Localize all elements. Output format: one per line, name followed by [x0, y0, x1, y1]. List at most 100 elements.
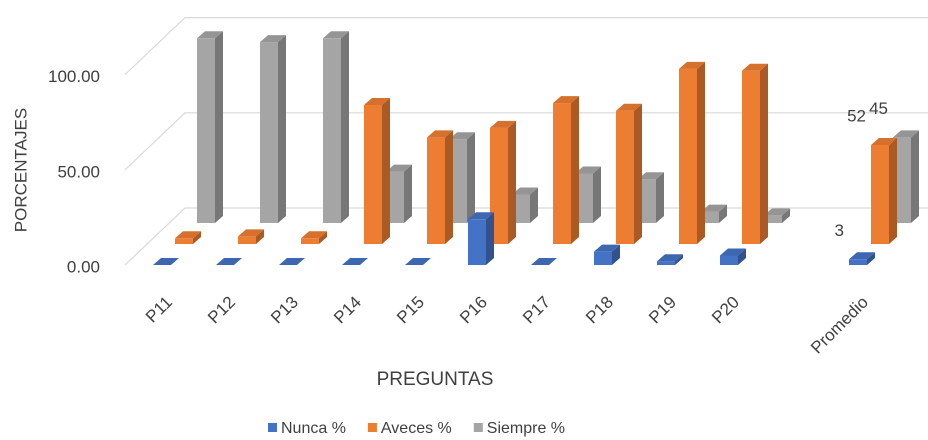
bar	[153, 258, 179, 265]
bar-top	[386, 164, 412, 172]
x-tick-label: P13	[267, 293, 302, 328]
x-tick-label: P19	[645, 293, 680, 328]
bar-front	[720, 255, 738, 265]
bar-side	[256, 229, 264, 244]
bar-top	[531, 258, 557, 265]
grid-line	[124, 17, 928, 76]
bar	[638, 172, 664, 223]
bar-top	[764, 208, 790, 216]
bar-top	[893, 130, 919, 138]
bar	[764, 208, 790, 223]
bar-top	[260, 35, 286, 43]
data-label: 3	[835, 221, 844, 240]
bar-top	[575, 166, 601, 174]
legend-label: Siempre %	[487, 420, 565, 437]
bar-top	[279, 258, 305, 265]
bar-top	[175, 231, 201, 239]
bar	[323, 31, 349, 224]
bar	[657, 254, 683, 265]
bar-front	[386, 171, 404, 223]
bar-front	[260, 42, 278, 224]
bar-top	[153, 258, 179, 265]
bar-side	[697, 61, 705, 244]
bar-side	[612, 244, 620, 265]
bar-front	[301, 238, 319, 244]
x-tick-label: P17	[519, 293, 554, 328]
data-label: 45	[869, 99, 888, 118]
bar-top	[849, 252, 875, 260]
bar-front	[175, 238, 193, 244]
y-tick-label: 100.00	[48, 67, 100, 86]
bar	[871, 137, 897, 244]
bar	[553, 96, 579, 244]
bar-front	[197, 38, 215, 224]
bar-top	[594, 244, 620, 252]
bar-front	[742, 70, 760, 245]
bar-top	[638, 172, 664, 180]
bar-top	[742, 63, 768, 71]
bar	[531, 258, 557, 265]
bar-front	[764, 215, 782, 223]
x-tick-label: P11	[142, 293, 176, 327]
bar-top	[197, 31, 223, 39]
bar-top	[553, 96, 579, 104]
bar-front	[575, 173, 593, 223]
bar-side	[486, 212, 494, 265]
bar-top	[512, 187, 538, 195]
bar-side	[215, 31, 223, 224]
bar	[575, 166, 601, 223]
x-tick-label: P20	[708, 293, 743, 328]
bar-top	[216, 258, 242, 265]
bar-front	[849, 259, 867, 265]
bar-side	[193, 231, 201, 244]
bar	[197, 31, 223, 224]
bar	[594, 244, 620, 265]
x-tick-label: P16	[456, 293, 491, 328]
bar-top	[468, 212, 494, 220]
bar-side	[319, 231, 327, 244]
bar	[364, 98, 390, 245]
bar	[720, 248, 746, 265]
bar-front	[893, 137, 911, 223]
bar	[301, 231, 327, 244]
bar-top	[657, 254, 683, 262]
bar	[386, 164, 412, 223]
x-tick-label: Promedio	[807, 293, 872, 358]
legend-swatch	[367, 423, 377, 432]
bar-side	[911, 130, 919, 223]
bar-top	[238, 229, 264, 237]
bar	[512, 187, 538, 223]
bar-side	[404, 164, 412, 223]
bar-front	[553, 103, 571, 244]
bar-side	[508, 120, 516, 244]
bar-top	[323, 31, 349, 39]
bar-front	[871, 144, 889, 244]
bar-front	[638, 179, 656, 223]
bar-top	[679, 61, 705, 69]
bar-side	[382, 98, 390, 245]
bar-front	[364, 105, 382, 245]
bar-front	[616, 110, 634, 244]
bar-top	[342, 258, 368, 265]
bar-front	[427, 137, 445, 244]
bar	[342, 258, 368, 265]
y-tick-label: 0.00	[67, 257, 100, 276]
bar-top	[427, 130, 453, 138]
bar-side	[738, 248, 746, 265]
x-tick-label: P15	[393, 293, 428, 328]
bar	[490, 120, 516, 244]
y-tick-label: 50.00	[57, 162, 100, 181]
bar	[216, 258, 242, 265]
bar	[279, 258, 305, 265]
bar	[260, 35, 286, 224]
legend-label: Nunca %	[281, 420, 346, 437]
bar-side	[278, 35, 286, 224]
bar-side	[889, 137, 897, 244]
bar	[468, 212, 494, 265]
bar-top	[871, 137, 897, 145]
bar	[893, 130, 919, 223]
bar-side	[634, 103, 642, 244]
legend-swatch	[268, 423, 277, 432]
bar-front	[701, 211, 719, 223]
bar-side	[445, 130, 453, 244]
